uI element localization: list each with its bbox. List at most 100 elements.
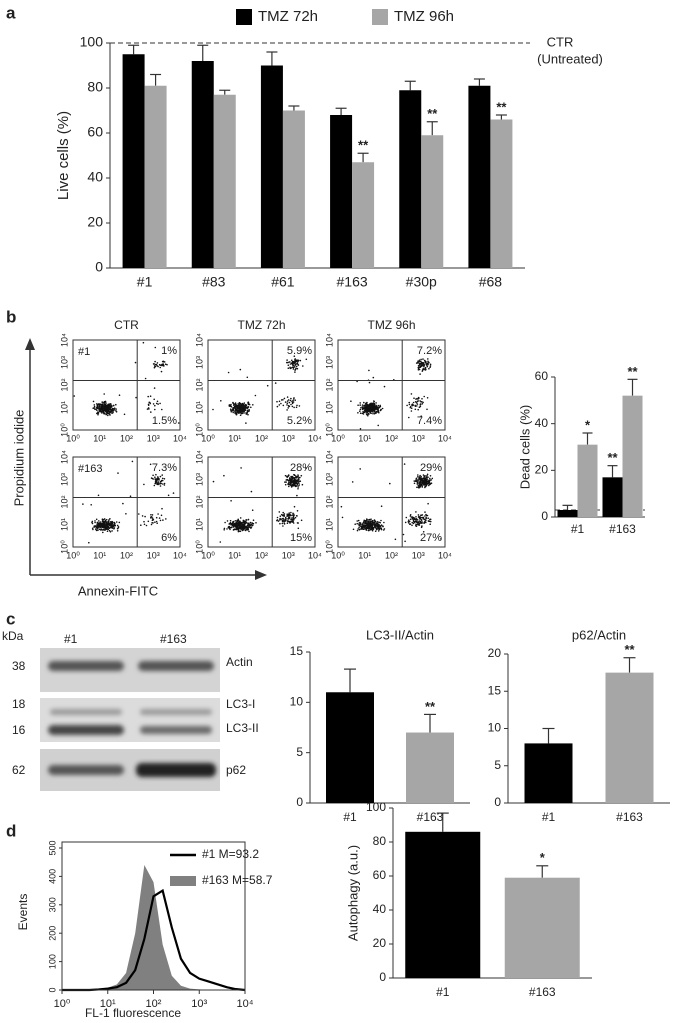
event-dot [247, 406, 250, 408]
event-dot [417, 480, 420, 482]
event-dot [106, 530, 109, 532]
event-dot [415, 521, 418, 523]
event-dot [94, 408, 96, 410]
event-dot [284, 401, 287, 403]
event-dot [383, 528, 386, 530]
event-dot [292, 512, 294, 515]
x-tick-label: 10⁰ [66, 433, 80, 443]
event-dot [427, 358, 429, 360]
event-dot [131, 460, 134, 463]
event-dot [422, 474, 425, 476]
event-dot [297, 486, 300, 488]
event-dot [418, 363, 421, 366]
event-dot [428, 520, 431, 523]
event-dot [415, 362, 418, 364]
band [50, 709, 122, 715]
event-dot [424, 511, 426, 513]
y-tick-label: 5 [494, 758, 501, 772]
event-dot [423, 475, 426, 478]
chart-title: LC3-II/Actin [366, 627, 434, 642]
event-dot [292, 368, 295, 370]
x-tick-label: 10⁴ [237, 998, 254, 1010]
event-dot [103, 521, 106, 523]
y-tick-label: 40 [535, 416, 549, 430]
event-dot [366, 404, 368, 407]
event-dot [424, 366, 427, 369]
event-dot [162, 483, 164, 485]
event-dot [409, 514, 412, 516]
event-dot [420, 522, 422, 524]
event-dot [366, 524, 369, 526]
event-dot [364, 523, 366, 525]
event-dot [114, 522, 116, 525]
significance: ** [496, 99, 507, 114]
event-dot [417, 396, 420, 399]
event-dot [96, 523, 98, 526]
event-dot [156, 362, 159, 364]
event-dot [290, 479, 293, 482]
event-dot [422, 401, 424, 404]
event-dot [290, 486, 293, 488]
event-dot [296, 404, 298, 407]
event-dot [369, 525, 372, 527]
event-dot [377, 525, 379, 528]
event-dot [422, 531, 425, 533]
event-dot [290, 521, 292, 523]
event-dot [420, 519, 423, 521]
event-dot [378, 406, 381, 409]
y-tick-label: 10³ [59, 473, 69, 486]
event-dot [419, 477, 422, 480]
x-tick-label: 10⁴ [438, 550, 452, 560]
event-dot [148, 408, 150, 410]
event-dot [377, 408, 380, 411]
event-dot [288, 401, 291, 404]
event-dot [423, 395, 426, 398]
event-dot [290, 362, 293, 365]
event-dot [298, 483, 301, 485]
event-dot [234, 520, 237, 522]
event-dot [245, 422, 247, 424]
event-dot [109, 523, 112, 525]
event-dot [364, 410, 366, 412]
event-dot [159, 519, 162, 522]
event-dot [409, 405, 412, 408]
event-dot [237, 522, 239, 524]
event-dot [360, 527, 363, 529]
event-dot [423, 484, 425, 486]
event-dot [115, 521, 118, 523]
event-dot [292, 517, 295, 520]
event-dot [73, 395, 76, 397]
event-dot [419, 400, 421, 402]
event-dot [428, 361, 430, 364]
quadrant-percent: 1.5% [152, 415, 177, 427]
bar [421, 135, 444, 268]
bar [191, 61, 214, 268]
event-dot [412, 522, 415, 525]
event-dot [417, 369, 420, 371]
event-dot [375, 525, 377, 527]
band [48, 725, 124, 735]
event-dot [403, 463, 406, 465]
event-dot [291, 518, 294, 521]
event-dot [410, 393, 413, 395]
event-dot [296, 515, 298, 517]
event-dot [290, 518, 292, 521]
event-dot [372, 412, 374, 415]
event-dot [419, 480, 421, 482]
event-dot [286, 522, 289, 524]
event-dot [370, 518, 372, 520]
event-dot [420, 526, 423, 529]
x-tick-label: 10¹ [228, 433, 241, 443]
bar [406, 732, 454, 803]
x-tick-label: 10² [255, 433, 268, 443]
event-dot [234, 522, 237, 525]
event-dot [380, 505, 383, 508]
bar [282, 110, 305, 268]
marker-label: 18 [12, 697, 26, 711]
y-tick-label: 40 [373, 902, 387, 916]
event-dot [101, 403, 103, 405]
event-dot [288, 405, 290, 408]
event-dot [105, 410, 107, 412]
event-dot [245, 407, 247, 409]
event-dot [367, 414, 369, 417]
